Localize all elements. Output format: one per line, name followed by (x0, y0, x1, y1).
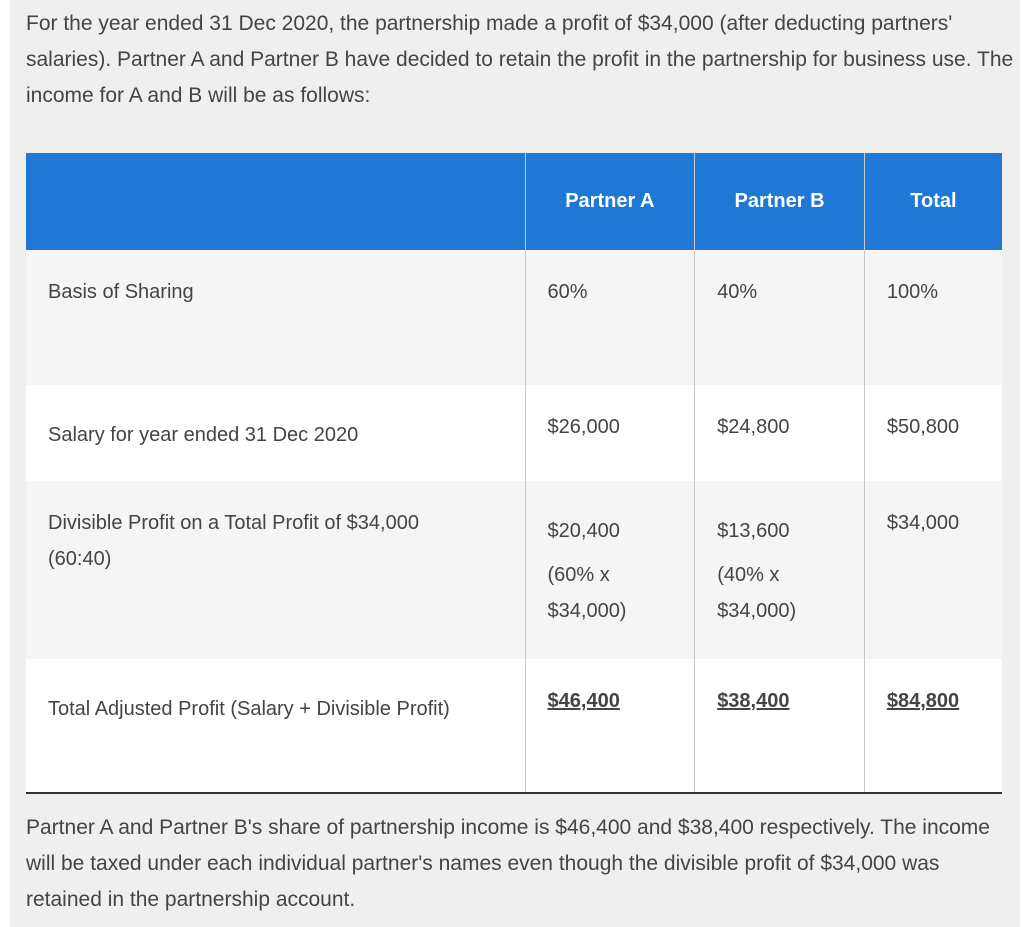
row-label: Basis of Sharing (26, 250, 526, 385)
cell-total: $50,800 (863, 385, 1002, 481)
header-partner-b: Partner B (694, 153, 865, 250)
cell-total: $34,000 (863, 481, 1002, 659)
cell-value: $13,600 (717, 520, 790, 542)
table-header: Partner A Partner B Total (26, 153, 1002, 250)
outro-paragraph: Partner A and Partner B's share of partn… (26, 816, 990, 911)
row-label: Total Adjusted Profit (Salary + Divisibl… (26, 659, 526, 794)
cell-value: $38,400 (717, 690, 790, 712)
cell-value: $46,400 (547, 690, 620, 712)
intro-paragraph: For the year ended 31 Dec 2020, the part… (26, 12, 1014, 107)
cell-value: $20,400 (547, 520, 620, 542)
table-row: Salary for year ended 31 Dec 2020 $26,00… (26, 385, 1002, 481)
cell-total: $84,800 (863, 659, 1002, 794)
table-row: Divisible Profit on a Total Profit of $3… (26, 481, 1002, 659)
header-total: Total (863, 153, 1002, 250)
cell-note: (60% x $34,000) (547, 564, 627, 622)
cell-partner-b: $24,800 (694, 385, 865, 481)
header-blank (26, 153, 526, 250)
table-row: Total Adjusted Profit (Salary + Divisibl… (26, 659, 1002, 794)
cell-value: $84,800 (886, 690, 960, 712)
header-partner-a: Partner A (524, 153, 695, 250)
cell-partner-b: $13,600 (40% x $34,000) (694, 481, 865, 659)
cell-partner-a: $46,400 (524, 659, 695, 794)
row-label: Salary for year ended 31 Dec 2020 (26, 385, 526, 481)
cell-total: 100% (863, 250, 1002, 385)
cell-partner-b: $38,400 (694, 659, 865, 794)
cell-partner-a: $20,400 (60% x $34,000) (524, 481, 695, 659)
income-table: Partner A Partner B Total Basis of Shari… (26, 153, 1002, 794)
row-label: Divisible Profit on a Total Profit of $3… (26, 481, 526, 659)
cell-note: (40% x $34,000) (717, 564, 797, 622)
table-row: Basis of Sharing 60% 40% 100% (26, 250, 1002, 385)
cell-partner-a: 60% (524, 250, 695, 385)
cell-partner-a: $26,000 (524, 385, 695, 481)
cell-partner-b: 40% (694, 250, 865, 385)
